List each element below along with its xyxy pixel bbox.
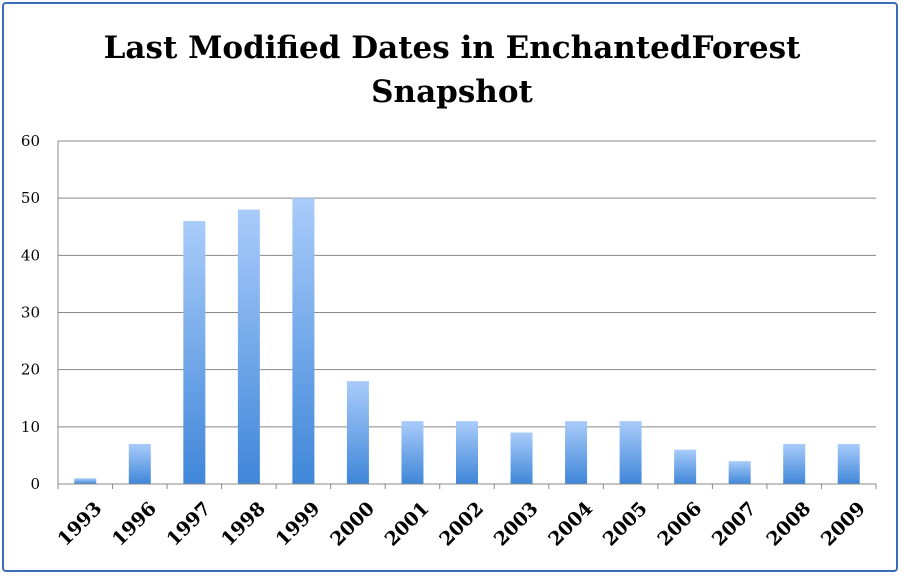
- bar-1996: [128, 443, 151, 484]
- grid-lines: [58, 140, 876, 428]
- bar-2004: [565, 421, 588, 484]
- y-tick-labels: 0 10 20 30 40 50 60: [21, 132, 40, 493]
- x-tick-label: 2008: [762, 498, 815, 551]
- x-tick-label: 2002: [435, 498, 488, 551]
- y-tick-label: 30: [21, 304, 40, 322]
- y-tick-label: 60: [21, 132, 40, 150]
- x-tick-label: 2003: [490, 498, 543, 551]
- x-tick-label: 2009: [817, 498, 870, 551]
- bars: [74, 198, 860, 485]
- x-tick-label: 1999: [272, 498, 325, 551]
- bar-2005: [619, 421, 642, 484]
- x-tick-label: 1997: [163, 498, 216, 551]
- bar-2003: [510, 432, 533, 484]
- chart-title-line1: Last Modified Dates in EnchantedForest: [104, 30, 801, 66]
- y-tick-label: 10: [21, 418, 40, 436]
- bar-1997: [183, 221, 206, 485]
- axes: [57, 141, 877, 489]
- x-tick-label: 2005: [599, 498, 652, 551]
- y-tick-label: 20: [21, 361, 40, 379]
- x-tick-labels: 1993 1996 1997 1998 1999 2000 2001 2002 2003 2004…: [53, 498, 869, 551]
- x-tick-label: 2001: [381, 498, 434, 551]
- x-tick-label: 2000: [326, 498, 379, 551]
- bar-2001: [401, 421, 424, 484]
- bar-2002: [456, 421, 478, 484]
- y-tick-label: 50: [21, 189, 40, 207]
- chart-title-line2: Snapshot: [371, 74, 533, 110]
- x-tick-label: 2007: [708, 498, 761, 551]
- x-tick-label: 1996: [108, 498, 161, 551]
- bar-2006: [674, 449, 697, 484]
- bar-2007: [728, 461, 751, 484]
- y-tick-label: 0: [30, 475, 40, 493]
- x-tick-label: 1993: [53, 498, 106, 551]
- bar-1998: [237, 209, 260, 484]
- bar-2000: [346, 381, 369, 484]
- bar-2009: [837, 443, 860, 484]
- bar-1999: [292, 198, 315, 484]
- x-tick-label: 2006: [653, 498, 706, 551]
- bar-2008: [783, 443, 806, 484]
- y-tick-label: 40: [21, 246, 40, 264]
- x-tick-label: 1998: [217, 498, 270, 551]
- bar-1993: [74, 478, 97, 484]
- x-tick-label: 2004: [544, 498, 597, 551]
